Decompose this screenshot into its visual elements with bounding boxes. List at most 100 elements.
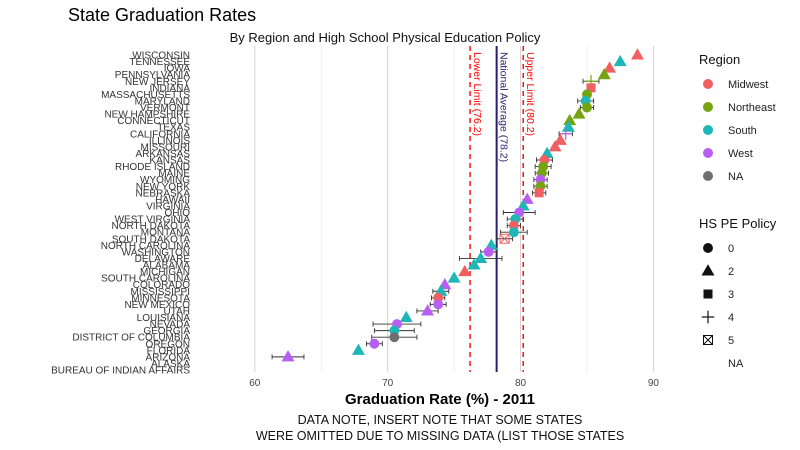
state-label: NEW HAMPSHIRE <box>104 110 190 121</box>
x-tick-labels: 60 70 80 90 <box>249 378 659 389</box>
data-point <box>586 83 596 93</box>
x-axis-label: Graduation Rate (%) - 2011 <box>344 391 536 408</box>
data-point <box>499 233 510 244</box>
state-label: NEW YORK <box>136 182 191 193</box>
legend-label: 5 <box>728 335 734 347</box>
legend: Region Midwest Northeast South West NA HS PE P… <box>699 52 777 370</box>
legend-label: Midwest <box>728 79 768 91</box>
data-point <box>630 48 644 60</box>
legend-label: 2 <box>728 266 734 278</box>
data-point <box>467 258 481 270</box>
legend-title-policy: HS PE Policy <box>699 216 777 231</box>
state-label: WASHINGTON <box>122 247 190 258</box>
legend-shape <box>701 264 715 276</box>
legend-shape <box>703 243 713 253</box>
state-label: MISSOURI <box>141 142 190 153</box>
legend-swatch <box>703 125 713 135</box>
chart-subtitle: By Region and High School Physical Educa… <box>0 30 800 45</box>
legend-swatch <box>703 102 713 112</box>
state-label: HAWAII <box>155 195 190 206</box>
state-label: MAINE <box>158 169 190 180</box>
data-point <box>474 251 488 263</box>
legend-shape <box>701 310 715 324</box>
state-label: MICHIGAN <box>140 267 190 278</box>
state-label: ALABAMA <box>143 261 191 272</box>
data-point <box>421 304 435 316</box>
legend-label: West <box>728 148 753 160</box>
state-label: UTAH <box>164 306 190 317</box>
data-point <box>603 61 617 73</box>
reference-line-label: Lower Limit (76.2) <box>471 52 483 136</box>
state-label: OREGON <box>146 339 190 350</box>
legend-swatch <box>703 148 713 158</box>
state-label: WEST VIRGINIA <box>115 215 191 226</box>
data-point <box>582 102 592 113</box>
state-label: IOWA <box>164 64 191 75</box>
state-label: OHIO <box>164 208 190 219</box>
reference-line-label: Upper Limit (80.2) <box>524 52 536 136</box>
x-tick-label: 60 <box>249 378 261 389</box>
legend-swatch <box>703 171 713 181</box>
state-label: VIRGINIA <box>146 201 190 212</box>
x-tick-label: 70 <box>382 378 394 389</box>
x-tick-label: 80 <box>515 378 527 389</box>
data-point <box>508 227 519 238</box>
state-label: VERMONT <box>140 103 190 114</box>
state-label: KANSAS <box>149 156 190 167</box>
state-label: MARYLAND <box>135 96 190 107</box>
legend-label: 4 <box>728 312 734 324</box>
state-label: ARIZONA <box>146 352 191 363</box>
legend-label: NA <box>728 171 744 183</box>
state-label: PENNSYLVANIA <box>115 70 191 81</box>
state-label: TEXAS <box>157 123 190 134</box>
legend-title-region: Region <box>699 52 740 67</box>
reference-line-label: National Average (78.2) <box>498 52 510 162</box>
legend-swatch <box>703 79 713 89</box>
legend-label: 3 <box>728 289 734 301</box>
data-point <box>351 343 365 355</box>
legend-label: 0 <box>728 243 734 255</box>
legend-label: Northeast <box>728 102 776 114</box>
data-point <box>281 350 295 362</box>
state-label: INDIANA <box>149 83 190 94</box>
state-label: NORTH DAKOTA <box>111 221 190 232</box>
legend-label: NA <box>728 358 744 370</box>
grid-lines <box>254 46 654 372</box>
state-label: DISTRICT OF COLUMBIA <box>72 333 190 344</box>
state-label: RHODE ISLAND <box>115 162 190 173</box>
data-point <box>613 54 627 67</box>
data-point <box>433 299 444 310</box>
state-label: ARKANSAS <box>136 149 191 160</box>
state-label: LOUISIANA <box>137 313 191 324</box>
data-point <box>389 332 400 343</box>
state-label: SOUTH DAKOTA <box>112 234 190 245</box>
data-point <box>534 188 544 198</box>
data-note-line-2: WERE OMITTED DUE TO MISSING DATA (LIST T… <box>255 429 625 443</box>
state-label: NEW JERSEY <box>125 77 190 88</box>
data-points <box>281 48 644 362</box>
data-point <box>483 246 494 257</box>
data-point <box>597 67 611 80</box>
data-point <box>559 127 573 141</box>
data-point <box>553 133 567 145</box>
state-label: ILLINOIS <box>149 136 190 147</box>
state-label: CALIFORNIA <box>130 129 190 140</box>
legend-label: South <box>728 125 757 137</box>
legend-shape <box>703 289 713 299</box>
state-label: WISCONSIN <box>132 51 190 62</box>
state-label: DELAWARE <box>135 254 191 265</box>
state-label: ALASKA <box>151 359 190 370</box>
state-label: MINNESOTA <box>131 293 190 304</box>
chart-subtitle-text: By Region and High School Physical Educa… <box>229 30 541 45</box>
state-label: COLORADO <box>133 280 190 291</box>
chart-title: State Graduation Rates <box>68 5 257 25</box>
state-label: GEORGIA <box>143 326 190 337</box>
data-point <box>369 338 380 349</box>
reference-lines: Lower Limit (76.2) National Average (78.2… <box>469 46 536 372</box>
data-point <box>399 310 413 322</box>
state-label: NEW MEXICO <box>124 300 190 311</box>
data-point <box>548 140 562 152</box>
